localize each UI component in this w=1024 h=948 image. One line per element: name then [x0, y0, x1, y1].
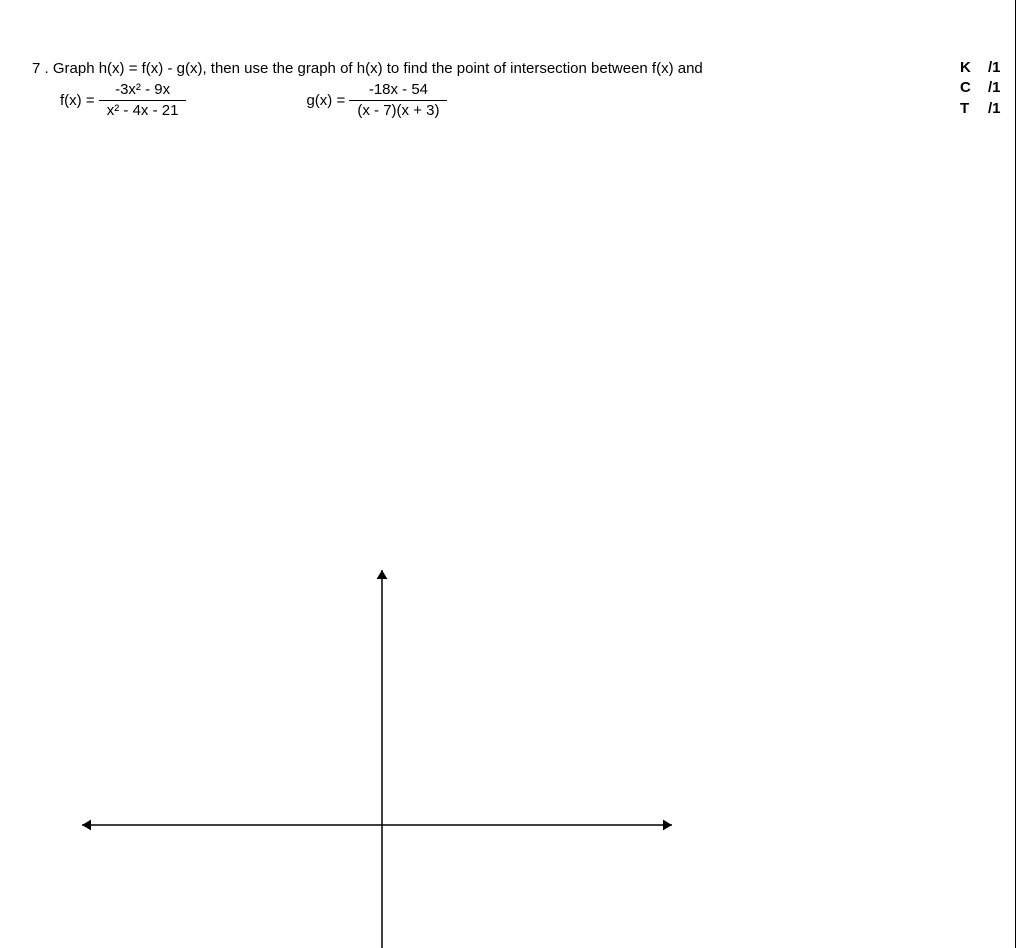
- question-text: Graph h(x) = f(x) - g(x), then use the g…: [53, 60, 703, 77]
- rubric-row-c: C /1: [960, 78, 1012, 98]
- graph-axes: [72, 560, 692, 948]
- question-block: 7 . Graph h(x) = f(x) - g(x), then use t…: [32, 60, 992, 120]
- function-g-numerator: -18x - 54: [361, 81, 436, 100]
- rubric-score: /1: [988, 99, 1012, 119]
- rubric: K /1 C /1 T /1: [960, 58, 1012, 119]
- page-right-border: [1015, 0, 1016, 948]
- function-f-label: f(x) =: [60, 92, 99, 109]
- rubric-score: /1: [988, 58, 1012, 78]
- question-line: 7 . Graph h(x) = f(x) - g(x), then use t…: [32, 60, 992, 77]
- rubric-row-k: K /1: [960, 58, 1012, 78]
- rubric-letter: C: [960, 78, 988, 98]
- function-f-numerator: -3x² - 9x: [107, 81, 178, 100]
- axes-svg: [72, 560, 692, 948]
- function-g: g(x) = -18x - 54 (x - 7)(x + 3): [306, 81, 447, 120]
- function-g-fraction: -18x - 54 (x - 7)(x + 3): [349, 81, 447, 120]
- question-number: 7 .: [32, 60, 53, 77]
- function-f-denominator: x² - 4x - 21: [99, 100, 187, 120]
- function-g-label: g(x) =: [306, 92, 349, 109]
- rubric-score: /1: [988, 78, 1012, 98]
- function-f-fraction: -3x² - 9x x² - 4x - 21: [99, 81, 187, 120]
- rubric-letter: T: [960, 99, 988, 119]
- function-f: f(x) = -3x² - 9x x² - 4x - 21: [60, 81, 186, 120]
- formulas-row: f(x) = -3x² - 9x x² - 4x - 21 g(x) = -18…: [32, 81, 992, 120]
- page: 7 . Graph h(x) = f(x) - g(x), then use t…: [0, 0, 1024, 948]
- rubric-letter: K: [960, 58, 988, 78]
- function-g-denominator: (x - 7)(x + 3): [349, 100, 447, 120]
- rubric-row-t: T /1: [960, 99, 1012, 119]
